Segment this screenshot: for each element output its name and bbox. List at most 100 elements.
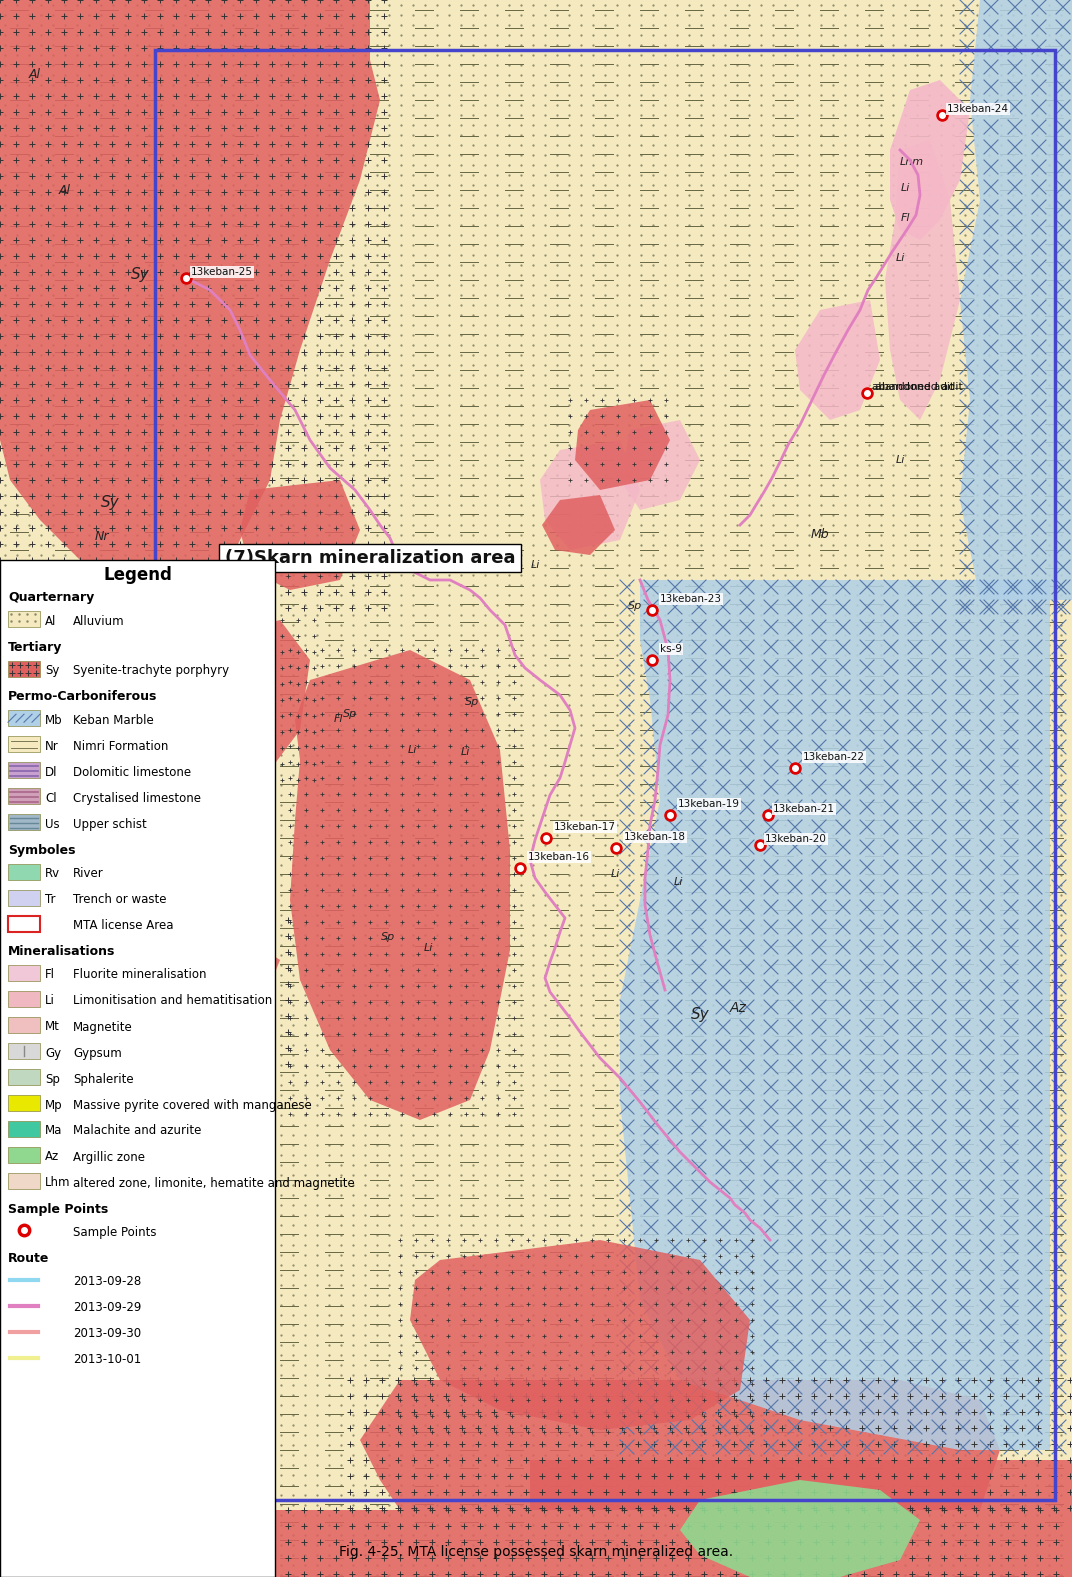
Text: Mt: Mt	[258, 582, 272, 591]
Text: Dl: Dl	[45, 766, 58, 779]
Polygon shape	[360, 1380, 1000, 1511]
Polygon shape	[0, 919, 280, 1060]
Polygon shape	[291, 650, 510, 1120]
Text: 13keban-21: 13keban-21	[773, 804, 835, 814]
Text: Lhm: Lhm	[45, 1176, 71, 1189]
Text: Fig. 4-25. MTA license possessed skarn mineralized area.: Fig. 4-25. MTA license possessed skarn m…	[339, 1545, 733, 1560]
Text: Mt: Mt	[45, 1020, 60, 1033]
Polygon shape	[620, 580, 1049, 1449]
Text: Mb: Mb	[45, 714, 62, 727]
Text: Fl: Fl	[333, 714, 343, 724]
Text: Sp: Sp	[343, 710, 357, 719]
Text: Sp: Sp	[628, 601, 642, 610]
Bar	[8, 1173, 40, 1189]
Text: Massive pyrite covered with manganese: Massive pyrite covered with manganese	[73, 1099, 312, 1112]
Bar	[8, 1094, 40, 1112]
Text: Tertiary: Tertiary	[8, 640, 62, 654]
Text: Sy: Sy	[131, 268, 149, 282]
Text: 13keban-22: 13keban-22	[803, 752, 865, 762]
Text: (7)Skarn mineralization area: (7)Skarn mineralization area	[225, 549, 516, 568]
Text: Crystalised limestone: Crystalised limestone	[73, 792, 202, 804]
Text: Trench or waste: Trench or waste	[73, 893, 166, 907]
Bar	[0, 560, 276, 1577]
Bar	[8, 788, 40, 804]
Text: Gypsum: Gypsum	[73, 1047, 122, 1060]
Text: Legend: Legend	[103, 566, 172, 583]
Text: abandoned adit: abandoned adit	[872, 382, 954, 393]
Polygon shape	[540, 440, 640, 550]
Text: Sample Points: Sample Points	[73, 1225, 157, 1240]
Text: 2013-09-29: 2013-09-29	[73, 1301, 142, 1314]
Text: Az: Az	[730, 1001, 746, 1016]
Text: Az: Az	[45, 1151, 59, 1164]
Text: Keban Marble: Keban Marble	[73, 714, 153, 727]
Text: 2013-09-30: 2013-09-30	[73, 1328, 142, 1340]
Text: Sample Points: Sample Points	[8, 1203, 108, 1216]
Polygon shape	[575, 401, 670, 490]
Text: Li: Li	[45, 995, 55, 1008]
Text: abandoned adit: abandoned adit	[875, 382, 963, 393]
Bar	[8, 612, 40, 628]
Text: Fl: Fl	[45, 968, 55, 981]
Text: Li: Li	[610, 869, 620, 878]
Text: Li: Li	[895, 456, 905, 465]
Text: Fluorite mineralisation: Fluorite mineralisation	[73, 968, 207, 981]
Polygon shape	[170, 620, 310, 781]
Text: Sy: Sy	[690, 1008, 710, 1022]
Text: Al: Al	[59, 183, 71, 197]
Bar	[8, 762, 40, 777]
Polygon shape	[890, 80, 970, 240]
Text: Li: Li	[531, 560, 539, 569]
Text: Sp: Sp	[45, 1072, 60, 1085]
Text: Li: Li	[423, 943, 433, 953]
Text: Li: Li	[673, 877, 683, 886]
Bar	[8, 990, 40, 1008]
Text: 13keban-17: 13keban-17	[554, 822, 616, 833]
Bar	[8, 710, 40, 725]
Text: Li: Li	[895, 252, 905, 263]
Text: 13keban-25: 13keban-25	[191, 267, 253, 278]
Text: Rv: Rv	[45, 867, 60, 880]
Text: Gy: Gy	[45, 1047, 61, 1060]
Text: Quarternary: Quarternary	[8, 591, 94, 604]
Text: 13keban-18: 13keban-18	[624, 833, 686, 842]
Text: Mp: Mp	[45, 1099, 62, 1112]
Bar	[8, 1042, 40, 1060]
Polygon shape	[0, 0, 379, 599]
Text: Sy: Sy	[45, 664, 59, 677]
Text: Sp: Sp	[381, 932, 396, 941]
Text: Al: Al	[29, 68, 41, 82]
Polygon shape	[0, 1511, 1072, 1577]
Text: Tr: Tr	[45, 893, 56, 907]
Text: Magnetite: Magnetite	[73, 1020, 133, 1033]
Bar	[8, 1146, 40, 1162]
Polygon shape	[542, 495, 615, 555]
Text: 13keban-19: 13keban-19	[678, 800, 740, 809]
Text: Malachite and azurite: Malachite and azurite	[73, 1124, 202, 1137]
Text: Syenite-trachyte porphyry: Syenite-trachyte porphyry	[73, 664, 229, 677]
Text: Mt: Mt	[241, 598, 255, 607]
Text: Dolomitic limestone: Dolomitic limestone	[73, 766, 191, 779]
Text: Cl: Cl	[45, 792, 57, 804]
Polygon shape	[410, 1240, 750, 1430]
Bar	[8, 864, 40, 880]
Text: Fl: Fl	[900, 213, 910, 222]
Text: Nimri Formation: Nimri Formation	[73, 740, 168, 752]
Text: River: River	[73, 867, 104, 880]
Bar	[8, 661, 40, 677]
Text: Mb: Mb	[810, 528, 830, 541]
Polygon shape	[530, 1460, 1072, 1511]
Text: Route: Route	[8, 1252, 49, 1265]
Polygon shape	[680, 1479, 920, 1577]
Text: altered zone, limonite, hematite and magnetite: altered zone, limonite, hematite and mag…	[73, 1176, 355, 1189]
Text: Limonitisation and hematitisation: Limonitisation and hematitisation	[73, 995, 272, 1008]
Bar	[8, 814, 40, 830]
Text: Nr: Nr	[94, 530, 109, 544]
Text: 13keban-16: 13keban-16	[528, 852, 590, 863]
Text: Li: Li	[900, 183, 910, 192]
Text: Al: Al	[45, 615, 57, 628]
Text: Li: Li	[460, 747, 470, 757]
Text: Sphalerite: Sphalerite	[73, 1072, 134, 1085]
Text: Upper schist: Upper schist	[73, 818, 147, 831]
Text: Sy: Sy	[101, 495, 119, 509]
